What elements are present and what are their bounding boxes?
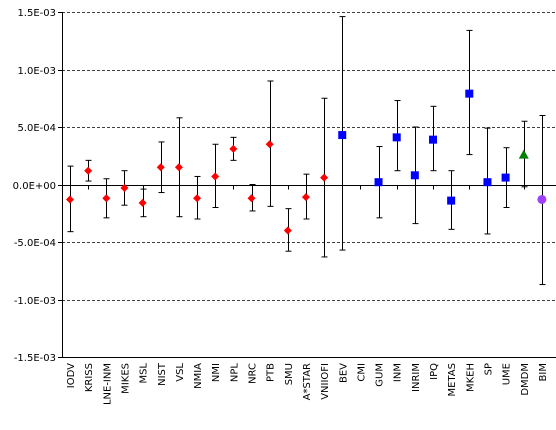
data-point-square	[447, 196, 456, 205]
x-tick-label: MIKES	[120, 363, 131, 394]
y-tick-label: 0.0E+00	[13, 181, 56, 192]
x-tick-label: PTB	[266, 363, 277, 382]
x-tick-label: IODV	[66, 363, 77, 388]
data-point-diamond	[320, 173, 329, 182]
data-point-square	[392, 133, 401, 142]
x-tick-label: BEV	[338, 363, 349, 383]
data-point-diamond	[120, 183, 129, 192]
data-point-square	[338, 131, 347, 140]
y-tick-labels: 1.5E-03 1.0E-03 5.0E-04 0.0E+00 -5.0E-04 -1.0…	[13, 8, 56, 364]
x-tick-labels: IODV KRISS LNE-INM MIKES MSL NIST VSL NMIA NMI NP…	[66, 362, 549, 405]
x-tick-label: METAS	[447, 363, 458, 396]
x-tick-label: NRC	[248, 363, 259, 384]
x-tick-label: LNE-INM	[102, 363, 113, 405]
data-point-diamond	[84, 166, 93, 175]
y-tick-label: -1.5E-03	[14, 353, 56, 364]
data-point-circle	[537, 194, 547, 204]
data-point-diamond	[301, 193, 310, 202]
x-tick-label: NMI	[211, 363, 222, 382]
x-tick-label: INM	[393, 363, 404, 382]
y-tick-label: -1.0E-03	[14, 296, 56, 307]
x-tick-label: NIST	[157, 362, 168, 386]
x-tick-label: SMU	[284, 363, 295, 385]
data-point-diamond	[156, 163, 165, 172]
data-point-square	[374, 178, 383, 187]
data-point-diamond	[247, 194, 256, 203]
data-point-triangle	[518, 149, 529, 159]
data-point-diamond	[138, 198, 147, 207]
data-point-square	[429, 135, 437, 144]
data-point-square	[501, 173, 510, 182]
y-tick-label: 1.0E-03	[17, 66, 56, 77]
x-tick-label: DMDM	[520, 363, 531, 396]
y-tick-label: 5.0E-04	[17, 123, 56, 134]
data-point-diamond	[174, 163, 183, 172]
x-tick-label: NMIA	[193, 363, 204, 389]
x-tick-label: MKEH	[465, 363, 476, 392]
data-point-diamond	[265, 140, 274, 149]
data-point-square	[465, 89, 474, 98]
x-tick-label: MSL	[139, 363, 150, 384]
x-tick-label: UME	[502, 363, 513, 385]
x-tick-label: CMI	[356, 363, 367, 382]
x-tick-label: KRISS	[84, 363, 95, 392]
data-point-diamond	[102, 194, 111, 203]
data-point-square	[483, 178, 492, 187]
x-tick-label: GUM	[375, 363, 386, 387]
grid-lines	[62, 12, 556, 301]
data-point-diamond	[283, 226, 292, 235]
error-bars	[67, 16, 546, 286]
data-point-square	[410, 171, 419, 180]
data-point-diamond	[229, 144, 238, 153]
x-tick-label: VSL	[175, 363, 186, 382]
x-tick-label: VNIIOFI	[320, 363, 331, 400]
data-point-diamond	[66, 195, 74, 204]
x-tick-label: SP	[483, 363, 494, 375]
x-tick-label: A*STAR	[302, 363, 313, 400]
data-points	[66, 89, 547, 235]
x-tick-label: IPQ	[429, 363, 440, 380]
x-tick-label: BIM	[538, 363, 549, 381]
x-tick-label: NPL	[229, 363, 240, 383]
y-tick-label: -5.0E-04	[14, 238, 56, 249]
data-point-diamond	[211, 172, 220, 181]
data-point-diamond	[193, 194, 202, 203]
y-tick-label: 1.5E-03	[17, 8, 56, 19]
x-tick-label: INRIM	[411, 363, 422, 392]
